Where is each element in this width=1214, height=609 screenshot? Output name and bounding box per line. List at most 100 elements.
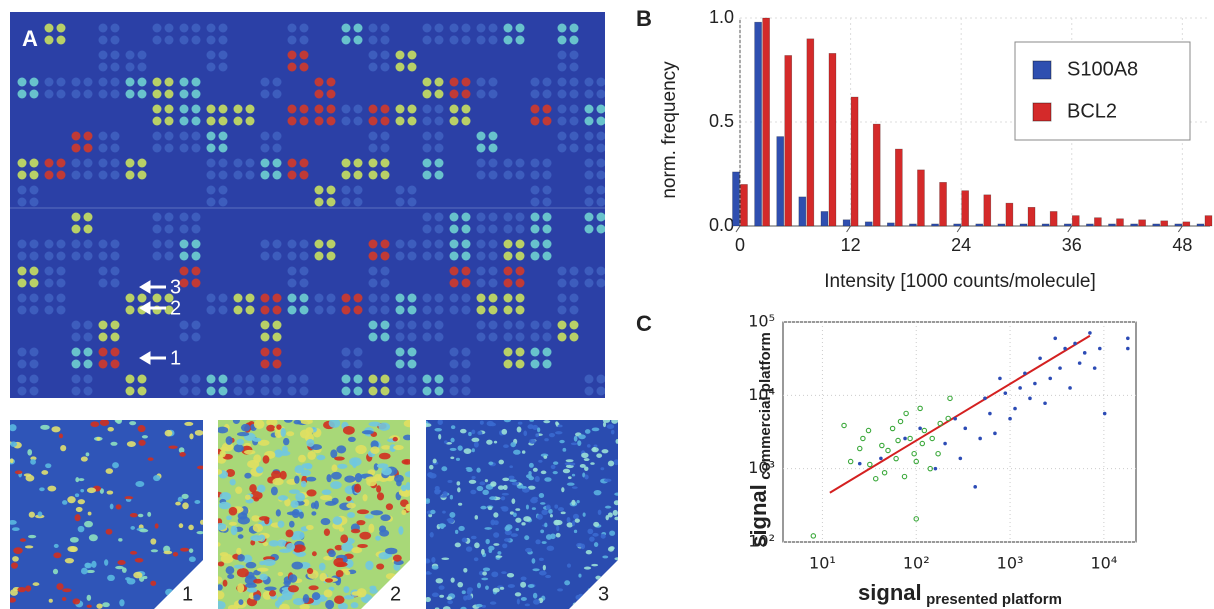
array-spot xyxy=(44,77,54,87)
point xyxy=(953,416,957,421)
inset-blob xyxy=(396,479,402,487)
inset-blob xyxy=(509,511,514,515)
inset-blob xyxy=(342,557,348,563)
array-spot xyxy=(260,77,270,87)
inset-blob xyxy=(606,424,615,430)
array-spot xyxy=(17,239,27,249)
inset-blob xyxy=(587,588,593,593)
point xyxy=(935,450,941,457)
inset-blob xyxy=(153,474,161,482)
array-spot xyxy=(164,224,174,234)
array-spot xyxy=(218,143,228,153)
inset-blob xyxy=(58,433,64,439)
inset-blob xyxy=(172,552,179,557)
inset-blob xyxy=(86,569,95,574)
inset-blob xyxy=(84,562,91,568)
array-spot xyxy=(368,266,378,276)
array-spot xyxy=(152,143,162,153)
inset-blob xyxy=(10,519,17,525)
array-spot xyxy=(71,251,81,261)
inset-blob xyxy=(258,439,270,446)
inset-blob xyxy=(521,450,526,454)
inset-blob xyxy=(62,500,68,505)
array-spot xyxy=(368,104,378,114)
inset-blob xyxy=(572,602,578,609)
inset-blob xyxy=(449,511,456,518)
inset-blob xyxy=(286,511,300,516)
array-spot xyxy=(584,266,594,276)
inset-blob xyxy=(470,535,477,540)
array-spot xyxy=(98,332,108,342)
array-spot xyxy=(299,293,309,303)
point xyxy=(1023,371,1027,376)
inset-blob xyxy=(428,513,433,518)
inset-blob xyxy=(47,485,57,492)
array-spot xyxy=(461,347,471,357)
inset-blob xyxy=(438,523,447,528)
inset-blob xyxy=(405,482,410,491)
y-tick-label: 10³ xyxy=(748,458,775,477)
array-spot xyxy=(569,116,579,126)
inset-blob xyxy=(561,487,565,493)
inset-blob xyxy=(479,420,484,425)
array-spot xyxy=(380,374,390,384)
array-spot xyxy=(191,320,201,330)
array-spot xyxy=(461,374,471,384)
array-spot xyxy=(272,359,282,369)
inset-blob xyxy=(244,472,252,479)
x-tick xyxy=(1067,225,1073,233)
inset-blob xyxy=(355,444,367,455)
inset-blob xyxy=(566,516,571,523)
array-spot xyxy=(503,224,513,234)
inset-blob xyxy=(356,519,366,526)
inset-blob xyxy=(405,503,410,512)
array-spot xyxy=(98,35,108,45)
array-spot xyxy=(395,197,405,207)
inset-blob xyxy=(590,462,595,465)
array-spot xyxy=(449,89,459,99)
inset-blob xyxy=(288,489,300,494)
array-spot xyxy=(422,131,432,141)
inset-blob xyxy=(584,474,589,480)
array-spot xyxy=(476,278,486,288)
array-spot xyxy=(326,197,336,207)
array-spot xyxy=(218,374,228,384)
array-spot xyxy=(191,23,201,33)
inset-blob xyxy=(576,542,583,548)
array-spot xyxy=(110,62,120,72)
inset-blob xyxy=(595,575,602,580)
point xyxy=(1088,331,1092,335)
inset-blob xyxy=(291,530,305,541)
inset-blob xyxy=(615,438,618,444)
inset-blob xyxy=(573,435,578,442)
inset-blob xyxy=(487,506,493,511)
inset-blob xyxy=(25,585,32,592)
bar xyxy=(864,221,873,227)
array-spot xyxy=(557,89,567,99)
inset-blob xyxy=(348,436,356,442)
inset-blob xyxy=(573,529,578,534)
inset-blob xyxy=(75,477,80,483)
point xyxy=(913,458,919,465)
inset-blob xyxy=(503,538,511,542)
point xyxy=(1063,346,1067,351)
inset-blob xyxy=(250,539,256,546)
array-spot xyxy=(395,386,405,396)
array-spot xyxy=(503,239,513,249)
array-spot xyxy=(125,386,135,396)
array-spot xyxy=(29,347,39,357)
array-spot xyxy=(596,212,605,222)
inset-blob xyxy=(182,502,189,510)
inset-blob xyxy=(23,473,32,477)
array-spot xyxy=(476,77,486,87)
point xyxy=(918,426,922,431)
array-spot xyxy=(407,374,417,384)
array-spot xyxy=(233,386,243,396)
inset-blob xyxy=(86,594,92,601)
inset-blob xyxy=(593,489,602,496)
inset-blob xyxy=(450,425,456,430)
array-spot xyxy=(191,332,201,342)
inset-blob xyxy=(236,438,244,446)
inset-blob xyxy=(540,470,547,475)
inset-blob xyxy=(228,506,238,516)
